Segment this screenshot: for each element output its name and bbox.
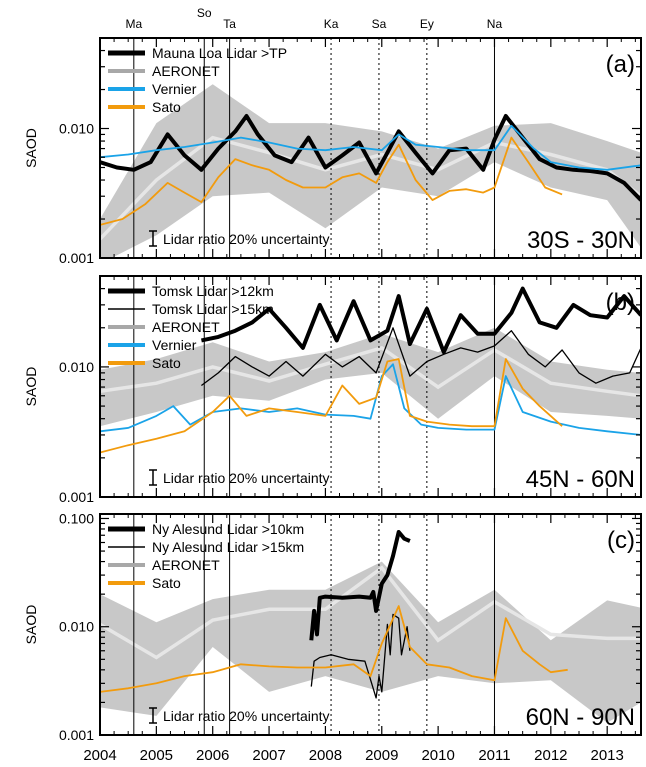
event-label-so: So (197, 6, 212, 20)
volcanic-event-labels: Ma So Ta Ka Sa Ey Na (125, 6, 502, 31)
x-tick-label-2011: 2011 (478, 747, 510, 764)
y-tick-label: 0.001 (59, 727, 94, 743)
event-label-ta: Ta (223, 17, 236, 31)
y-tick-label: 0.010 (59, 121, 94, 137)
legend: Tomsk Lidar >12km Tomsk Lidar >15km AERONE… (108, 283, 274, 371)
series-sato (100, 605, 568, 693)
x-tick-label-2004: 2004 (83, 747, 116, 764)
region-label: 30S - 30N (527, 227, 635, 254)
x-axis-years: 2004 2005 2006 2007 2008 2009 2010 2011 2012 2013 (83, 747, 624, 764)
aeronet-range-band (100, 561, 641, 723)
event-label-sa: Sa (372, 17, 387, 31)
legend-label-sato: Sato (152, 355, 181, 371)
series-mauna-loa-lidar-tp (100, 114, 641, 202)
x-tick-label-2008: 2008 (309, 747, 342, 764)
region-label: 45N - 60N (526, 466, 635, 493)
legend-label-ny-alesund-lidar-15km: Ny Alesund Lidar >15km (152, 539, 304, 555)
y-axis-label: SAOD (23, 605, 39, 645)
legend-label-aeronet: AERONET (152, 63, 220, 79)
aeronet-range-band (100, 327, 641, 427)
y-tick-label: 0.010 (59, 619, 94, 635)
panel-letter: (a) (606, 51, 635, 78)
event-label-na: Na (487, 17, 503, 31)
legend-label-tomsk-lidar-12km: Tomsk Lidar >12km (152, 283, 274, 299)
legend-label-sato: Sato (152, 575, 181, 591)
panel-c: 0.001 0.010 0.100 SAOD Ny Alesund Lidar >10k… (23, 510, 642, 743)
series-ny-alesund-lidar-10km (309, 530, 411, 641)
y-axis-label: SAOD (23, 128, 39, 168)
aeronet-line (100, 135, 641, 241)
series-ny-alesund-lidar-15km (310, 613, 411, 699)
series-sato (100, 358, 563, 454)
x-tick-label-2006: 2006 (196, 747, 229, 764)
error-bar-label: Lidar ratio 20% uncertainty (163, 470, 330, 486)
legend-label-sato: Sato (152, 99, 181, 115)
event-label-ey: Ey (420, 17, 434, 31)
y-tick-label: 0.001 (59, 250, 94, 266)
x-tick-label-2005: 2005 (140, 747, 173, 764)
x-tick-label-2010: 2010 (421, 747, 454, 764)
series-vernier (100, 363, 641, 436)
legend-label-tomsk-lidar-15km: Tomsk Lidar >15km (152, 301, 274, 317)
error-bar: Lidar ratio 20% uncertainty (149, 230, 330, 247)
y-axis-label: SAOD (23, 367, 39, 407)
legend: Ny Alesund Lidar >10km Ny Alesund Lidar >… (108, 521, 304, 591)
series-vernier (100, 124, 641, 171)
legend-label-ny-alesund-lidar-10km: Ny Alesund Lidar >10km (152, 521, 304, 537)
error-bar-label: Lidar ratio 20% uncertainty (163, 708, 330, 724)
series-sato (100, 136, 563, 226)
x-tick-label-2009: 2009 (365, 747, 398, 764)
y-tick-label: 0.100 (59, 510, 94, 526)
aeronet-line (100, 565, 641, 660)
y-tick-label: 0.001 (59, 489, 94, 505)
legend-label-mauna-loa-lidar-tp: Mauna Loa Lidar >TP (152, 45, 287, 61)
x-tick-label-2012: 2012 (534, 747, 567, 764)
x-tick-label-2013: 2013 (591, 747, 624, 764)
error-bar: Lidar ratio 20% uncertainty (149, 707, 330, 724)
region-label: 60N - 90N (526, 704, 635, 731)
legend-label-aeronet: AERONET (152, 319, 220, 335)
panel-letter: (c) (607, 527, 635, 554)
panel-a: 0.001 0.010 SAOD Mauna Loa Lidar >TP AERONET… (23, 37, 642, 266)
event-label-ka: Ka (324, 17, 339, 31)
series-tomsk-lidar-15km (201, 327, 641, 387)
chart-panels: 0.001 0.010 SAOD Mauna Loa Lidar >TP AERONET… (23, 37, 642, 743)
panel-letter: (b) (606, 289, 635, 316)
plot-area (100, 276, 641, 497)
aeronet-line (100, 345, 641, 398)
error-bar: Lidar ratio 20% uncertainty (149, 469, 330, 486)
legend-label-vernier: Vernier (152, 81, 197, 97)
panel-frame (99, 513, 642, 736)
series-tomsk-lidar-12km (200, 286, 641, 355)
legend: Mauna Loa Lidar >TP AERONET Vernier Sato (108, 45, 287, 115)
aeronet-range-band (100, 84, 641, 258)
event-label-ma: Ma (125, 17, 142, 31)
plot-area (100, 514, 641, 735)
plot-area (100, 38, 641, 258)
x-tick-label-2007: 2007 (252, 747, 285, 764)
legend-label-aeronet: AERONET (152, 557, 220, 573)
y-tick-label: 0.010 (59, 359, 94, 375)
legend-label-vernier: Vernier (152, 337, 197, 353)
error-bar-label: Lidar ratio 20% uncertainty (163, 231, 330, 247)
